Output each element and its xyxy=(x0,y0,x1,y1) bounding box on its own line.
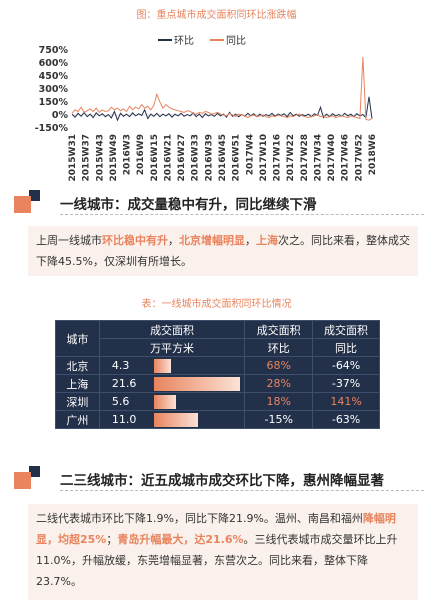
x-tick-label: 2017W10 xyxy=(259,134,269,182)
decor-square-orange xyxy=(14,196,31,213)
table-caption: 表：一线城市成交面积同环比情况 xyxy=(141,299,292,310)
header-city: 城市 xyxy=(55,320,100,357)
cell-city: 广州 xyxy=(55,410,100,429)
header-mom-sub: 环比 xyxy=(244,338,314,357)
highlight: 环比稳中有升 xyxy=(102,234,168,247)
y-tick-label: 750% xyxy=(39,45,69,56)
table-row: 北京 4.3 68% -64% xyxy=(55,356,380,375)
section-title: 一线城市：成交量稳中有升，同比继续下滑 xyxy=(60,197,317,213)
x-tick-label: 2016W15 xyxy=(150,134,160,182)
x-tick-label: 2017W52 xyxy=(354,134,364,182)
summary-tier1: 上周一线城市环比稳中有升，北京增幅明显，上海次之。同比来看，整体成交下降45.5… xyxy=(28,226,418,276)
y-tick-label: 600% xyxy=(39,58,69,69)
table-header-row: 万平方米 环比 同比 xyxy=(56,338,380,357)
line-chart: 环比 同比 750% 600% 450% 300% 150% 0% -150%2015W31 20… xyxy=(35,35,378,182)
summary-tier23: 二线代表城市环比下降1.9%，同比下降21.9%。温州、南昌和福州降幅明显，均超… xyxy=(28,504,418,600)
x-tick-label: 2017W16 xyxy=(273,134,283,182)
cell-area: 5.6 xyxy=(98,392,246,411)
tier1-table: 城市 成交面积 成交面积 成交面积 万平方米 环比 同比 北京 4.3 68% … xyxy=(55,320,380,429)
divider xyxy=(60,214,424,215)
y-tick-label: 0% xyxy=(52,110,69,121)
header-yoy-sub: 同比 xyxy=(312,338,380,357)
table-header-row: 城市 成交面积 成交面积 成交面积 xyxy=(55,320,380,357)
cell-yoy: -37% xyxy=(312,374,380,393)
text: 。三线代表城市成交量环比上升11.0%，升幅放缓，东莞增幅显著，东营次之。同比来… xyxy=(36,533,398,588)
cell-yoy: 141% xyxy=(312,392,380,411)
x-tick-label: 2017W40 xyxy=(327,134,337,182)
decor-square-dark xyxy=(29,466,40,477)
x-tick-label: 2018W6 xyxy=(368,134,378,175)
x-tick-label: 2017W22 xyxy=(286,134,296,182)
x-tick-label: 2016W33 xyxy=(191,134,201,182)
legend-label: 同比 xyxy=(226,35,246,47)
x-tick-label: 2015W37 xyxy=(82,134,92,182)
text: 上周一线城市 xyxy=(36,234,102,247)
area-value: 4.3 xyxy=(111,359,130,372)
y-tick-label: -150% xyxy=(35,123,69,134)
series-line-同比 xyxy=(71,56,373,121)
x-tick-label: 2016W27 xyxy=(177,134,187,182)
text: 二线代表城市环比下降1.9%，同比下降21.9%。温州、南昌和福州 xyxy=(36,512,363,525)
table-row: 广州 11.0 -15% -63% xyxy=(55,410,380,429)
header-mom: 成交面积 xyxy=(244,320,314,339)
cell-mom: -15% xyxy=(244,410,314,429)
area-bar xyxy=(153,377,240,391)
y-tick-label: 300% xyxy=(39,84,69,95)
cell-area: 11.0 xyxy=(98,410,246,429)
x-tick-label: 2016W9 xyxy=(136,134,146,175)
x-tick-label: 2017W34 xyxy=(313,134,323,182)
text: ； xyxy=(106,533,118,546)
table-row: 深圳 5.6 18% 141% xyxy=(55,392,380,411)
highlight: 北京增幅明显 xyxy=(179,234,245,247)
cell-city: 深圳 xyxy=(55,392,100,411)
x-tick-label: 2016W21 xyxy=(163,134,173,182)
x-tick-label: 2017W46 xyxy=(341,134,351,182)
decor-square-dark xyxy=(29,190,40,201)
cell-yoy: -64% xyxy=(312,356,380,375)
text: ， xyxy=(168,234,179,247)
section-heading-tier23: 二三线城市：近五成城市成交环比下降，惠州降幅显著 xyxy=(14,466,424,492)
text: 次之。同比来看， xyxy=(278,234,366,247)
x-tick-label: 2016W3 xyxy=(123,134,133,175)
cell-area: 21.6 xyxy=(98,374,246,393)
area-value: 5.6 xyxy=(111,395,130,408)
divider xyxy=(60,490,424,491)
cell-mom: 18% xyxy=(244,392,314,411)
cell-city: 上海 xyxy=(55,374,100,393)
area-value: 21.6 xyxy=(111,377,137,390)
x-tick-label: 2016W51 xyxy=(232,134,242,182)
highlight: 降幅明显，均超25% xyxy=(36,512,396,546)
y-tick-label: 150% xyxy=(39,97,69,108)
highlight: 上海 xyxy=(256,234,278,247)
header-area: 成交面积 xyxy=(98,320,246,339)
text: 整体成交下降45.5%，仅深圳有所增长。 xyxy=(36,234,410,268)
section-title: 二三线城市：近五成城市成交环比下降，惠州降幅显著 xyxy=(60,473,384,489)
x-tick-label: 2015W31 xyxy=(68,134,78,182)
y-tick-label: 450% xyxy=(39,71,69,82)
cell-city: 北京 xyxy=(55,356,100,375)
section-heading-tier1: 一线城市：成交量稳中有升，同比继续下滑 xyxy=(14,190,424,216)
area-value: 11.0 xyxy=(111,413,137,426)
cell-mom: 68% xyxy=(244,356,314,375)
highlight: 青岛升幅最大，达21.6% xyxy=(117,533,244,546)
x-tick-label: 2015W43 xyxy=(95,134,105,182)
cell-mom: 28% xyxy=(244,374,314,393)
decor-square-orange xyxy=(14,472,31,489)
header-yoy: 成交面积 xyxy=(312,320,380,339)
table-row: 上海 21.6 28% -37% xyxy=(55,374,380,393)
x-tick-label: 2017W28 xyxy=(300,134,310,182)
chart-caption: 图：重点城市成交面积同环比涨跌幅 xyxy=(136,10,297,21)
area-bar xyxy=(153,359,171,373)
header-area-unit: 万平方米 xyxy=(98,338,246,357)
cell-yoy: -63% xyxy=(312,410,380,429)
area-bar xyxy=(153,413,198,427)
x-tick-label: 2015W49 xyxy=(109,134,119,182)
x-tick-label: 2016W45 xyxy=(218,134,228,182)
area-bar xyxy=(153,395,177,409)
text: ， xyxy=(245,234,256,247)
x-tick-label: 2016W39 xyxy=(204,134,214,182)
legend-label: 环比 xyxy=(174,35,194,47)
x-tick-label: 2017W4 xyxy=(245,134,255,175)
cell-area: 4.3 xyxy=(98,356,246,375)
